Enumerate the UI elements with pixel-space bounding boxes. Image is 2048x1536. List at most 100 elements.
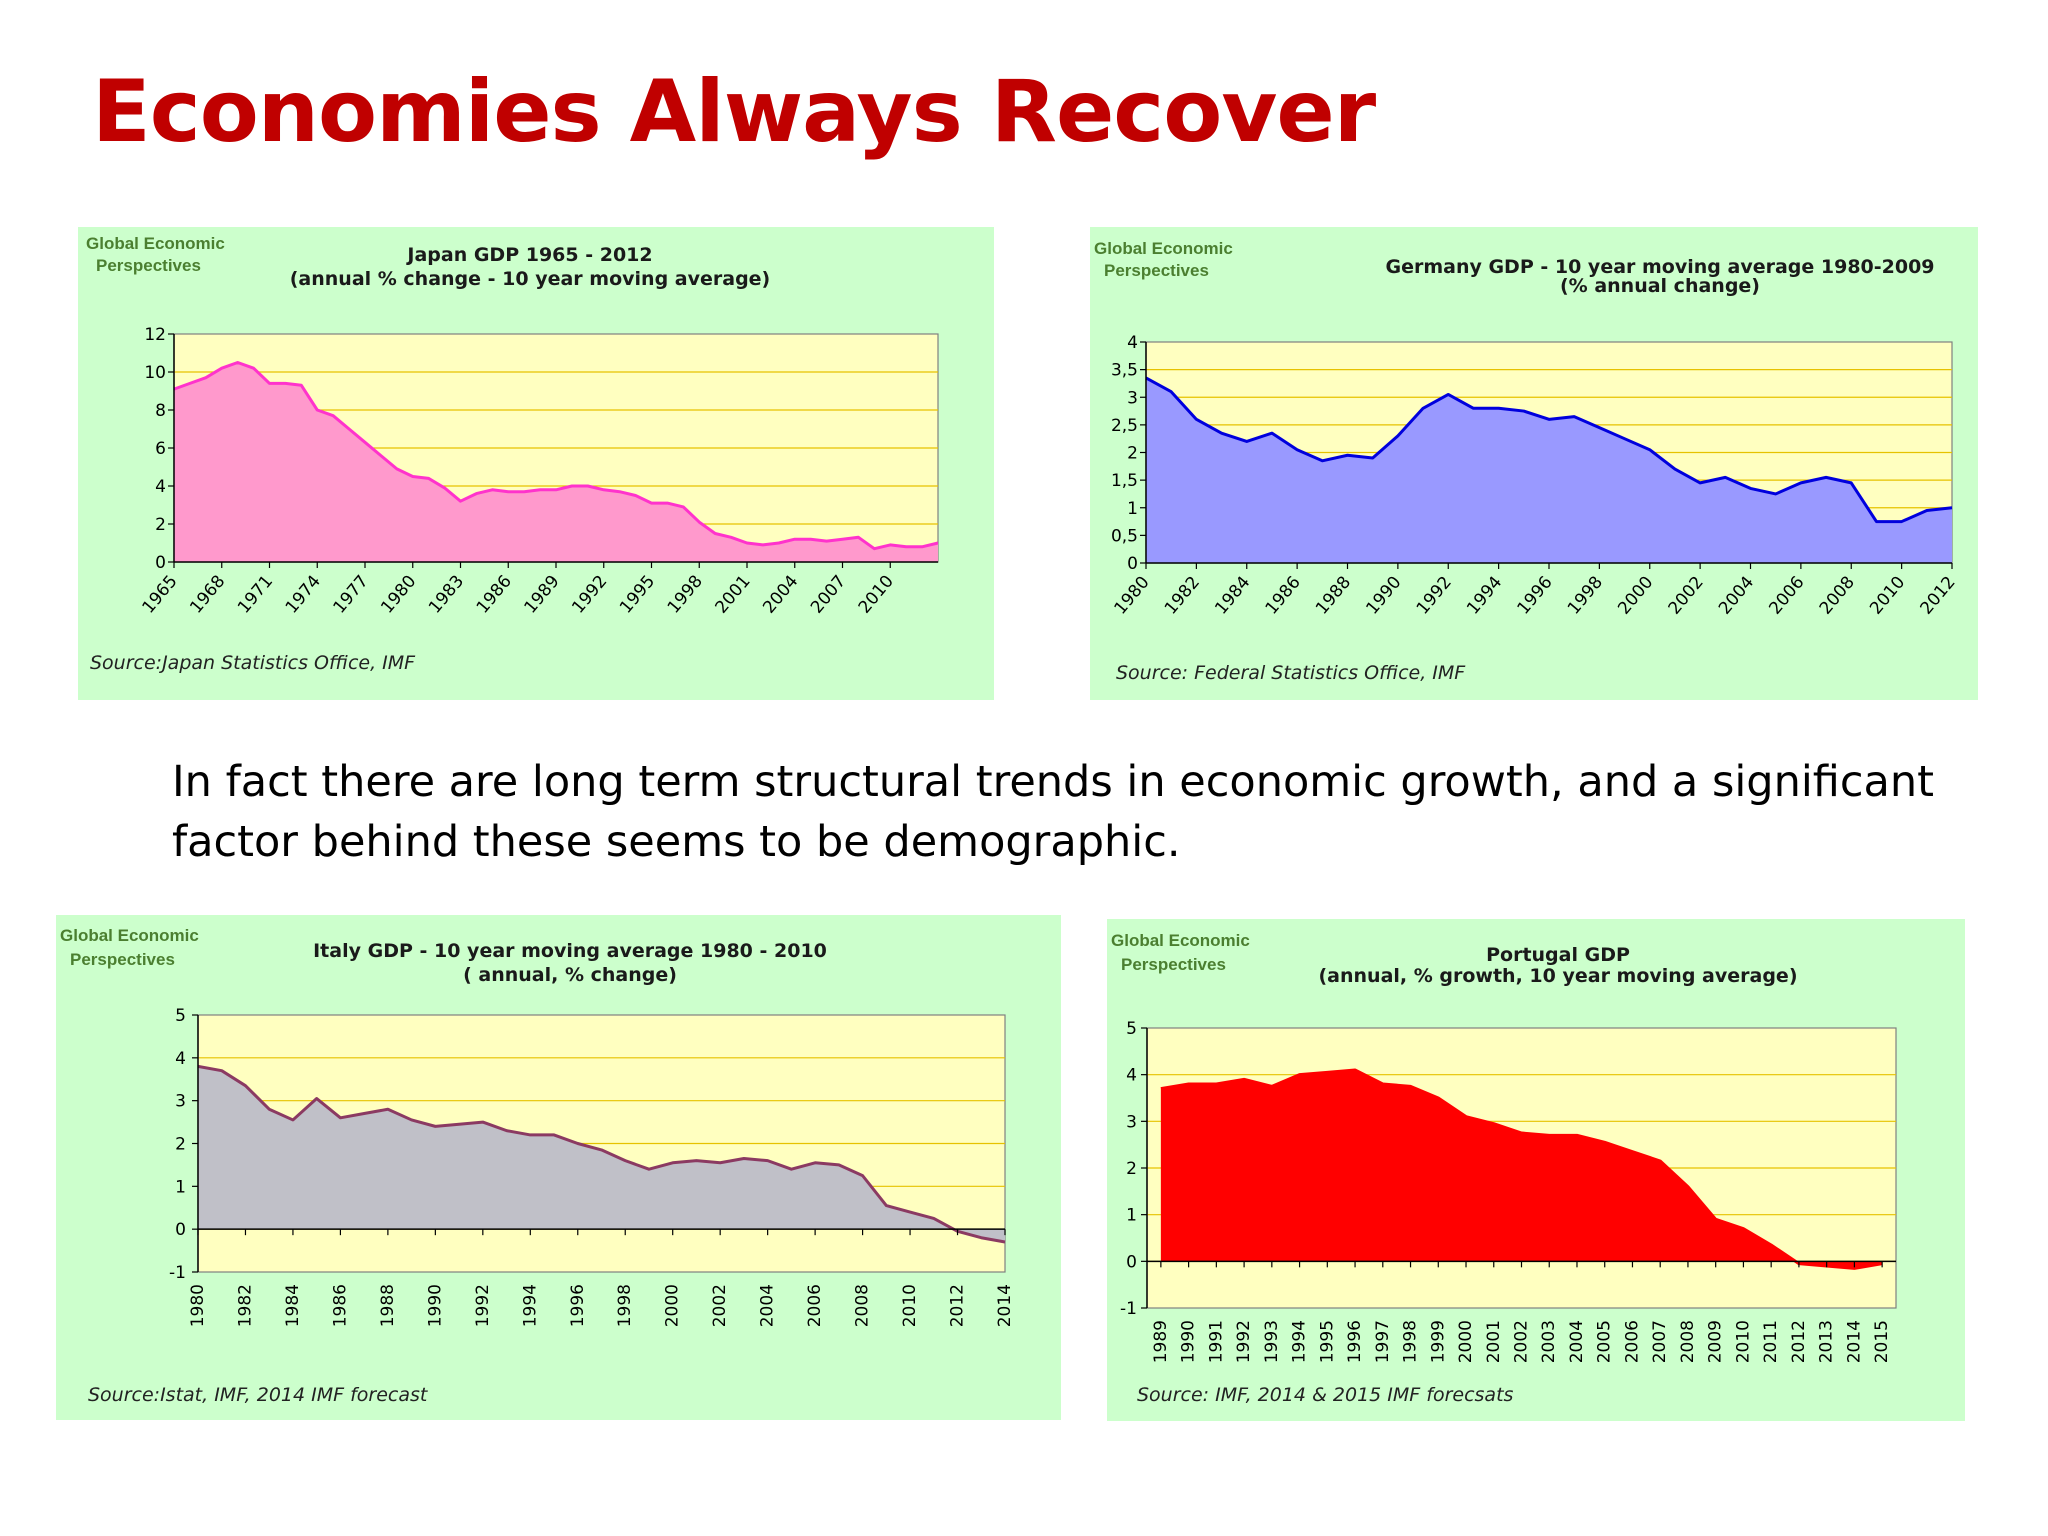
x-tick-label: 2011 bbox=[1761, 1320, 1781, 1363]
series-area bbox=[1146, 377, 1952, 563]
chart-source: Source: IMF, 2014 & 2015 IMF forecsats bbox=[1137, 1384, 1514, 1406]
x-tick-label: 2005 bbox=[1595, 1320, 1615, 1363]
portugal-gdp-chart-panel: Global Economic Perspectives Portugal GDP(… bbox=[1107, 919, 1965, 1421]
series-area bbox=[174, 362, 938, 562]
y-tick-label: 2,5 bbox=[1111, 416, 1138, 436]
brand-label: Perspectives bbox=[96, 256, 201, 275]
x-tick-label: 1974 bbox=[282, 572, 325, 618]
y-tick-label: 1,5 bbox=[1111, 471, 1138, 491]
x-tick-label: 1996 bbox=[1514, 573, 1557, 619]
y-tick-label: 12 bbox=[144, 325, 166, 345]
x-tick-label: 1998 bbox=[615, 1284, 635, 1327]
y-tick-label: 0 bbox=[1126, 1252, 1137, 1272]
series-line bbox=[173, 361, 939, 551]
x-tick-label: 2004 bbox=[1567, 1320, 1587, 1363]
y-tick-label: 1 bbox=[1126, 1206, 1137, 1226]
x-tick-label: 1990 bbox=[425, 1284, 445, 1327]
x-tick-label: 1997 bbox=[1373, 1320, 1393, 1363]
x-tick-label: 2012 bbox=[1917, 573, 1960, 619]
x-tick-label: 2000 bbox=[1614, 573, 1657, 619]
x-tick-label: 1988 bbox=[378, 1284, 398, 1327]
chart-title: (% annual change) bbox=[1560, 275, 1760, 297]
x-tick-label: 2010 bbox=[1866, 573, 1909, 619]
x-tick-label: 2009 bbox=[1706, 1320, 1726, 1363]
chart-title: ( annual, % change) bbox=[463, 964, 677, 986]
x-tick-label: 2000 bbox=[663, 1284, 683, 1327]
brand-label: Global Economic bbox=[1111, 931, 1250, 950]
chart-svg: Global Economic Perspectives Italy GDP - 1… bbox=[60, 926, 1015, 1406]
brand-label: Global Economic bbox=[1094, 239, 1233, 258]
x-tick-label: 2008 bbox=[1678, 1320, 1698, 1363]
x-tick-label: 2004 bbox=[758, 1284, 778, 1327]
chart-title: Portugal GDP bbox=[1486, 944, 1630, 966]
y-tick-label: 3 bbox=[1126, 1112, 1137, 1132]
brand-label: Perspectives bbox=[70, 950, 175, 969]
y-tick-label: 0,5 bbox=[1111, 526, 1138, 546]
x-tick-label: 1984 bbox=[1211, 573, 1254, 619]
y-tick-label: 0 bbox=[155, 553, 166, 573]
slide-title: Economies Always Recover bbox=[92, 62, 1376, 162]
x-tick-label: 1995 bbox=[1317, 1320, 1337, 1363]
y-tick-label: 0 bbox=[175, 1220, 186, 1240]
body-text: In fact there are long term structural t… bbox=[172, 757, 1934, 867]
x-tick-label: 1982 bbox=[235, 1284, 255, 1327]
y-tick-label: 2 bbox=[175, 1135, 186, 1155]
x-tick-label: 1998 bbox=[1401, 1320, 1421, 1363]
x-tick-label: 1990 bbox=[1362, 573, 1405, 619]
x-tick-label: 2010 bbox=[900, 1284, 920, 1327]
x-tick-label: 2012 bbox=[1789, 1320, 1809, 1363]
y-tick-label: 0 bbox=[1127, 554, 1138, 574]
x-tick-label: 2002 bbox=[710, 1284, 730, 1327]
x-tick-label: 2010 bbox=[855, 572, 898, 618]
chart-svg: Global Economic Perspectives Germany GDP -… bbox=[1094, 239, 1960, 684]
y-tick-label: -1 bbox=[169, 1263, 186, 1283]
y-tick-label: 4 bbox=[1126, 1066, 1137, 1086]
x-tick-label: 1986 bbox=[473, 572, 516, 618]
x-tick-label: 1994 bbox=[520, 1284, 540, 1327]
y-tick-label: 3,5 bbox=[1111, 361, 1138, 381]
x-tick-label: 1988 bbox=[1312, 573, 1355, 619]
x-tick-label: 1982 bbox=[1161, 573, 1204, 619]
x-tick-label: 2014 bbox=[995, 1284, 1015, 1327]
series-area bbox=[1160, 1070, 1883, 1269]
chart-source: Source:Japan Statistics Office, IMF bbox=[90, 652, 416, 674]
x-tick-label: 2012 bbox=[948, 1284, 968, 1327]
chart-title: Germany GDP - 10 year moving average 198… bbox=[1385, 256, 1934, 278]
x-tick-label: 2008 bbox=[1816, 573, 1859, 619]
x-tick-label: 1998 bbox=[1564, 573, 1607, 619]
x-tick-label: 1989 bbox=[1151, 1320, 1171, 1363]
x-tick-label: 1980 bbox=[188, 1284, 208, 1327]
y-tick-label: 2 bbox=[155, 515, 166, 535]
x-tick-label: 1992 bbox=[1413, 573, 1456, 619]
x-tick-label: 1992 bbox=[1234, 1320, 1254, 1363]
x-tick-label: 1994 bbox=[1290, 1320, 1310, 1363]
x-tick-label: 2008 bbox=[853, 1284, 873, 1327]
x-tick-label: 1984 bbox=[283, 1284, 303, 1327]
x-tick-label: 1996 bbox=[1345, 1320, 1365, 1363]
y-tick-label: 4 bbox=[175, 1049, 186, 1069]
x-tick-label: 1995 bbox=[616, 572, 659, 618]
x-tick-label: 1983 bbox=[425, 572, 468, 618]
x-tick-label: 1992 bbox=[473, 1284, 493, 1327]
germany-gdp-chart-panel: Global Economic Perspectives Germany GDP -… bbox=[1090, 227, 1978, 700]
x-tick-label: 2014 bbox=[1844, 1320, 1864, 1363]
x-tick-label: 2002 bbox=[1665, 573, 1708, 619]
x-tick-label: 1971 bbox=[234, 572, 277, 618]
y-tick-label: 6 bbox=[155, 439, 166, 459]
brand-label: Perspectives bbox=[1121, 955, 1226, 974]
chart-title: Italy GDP - 10 year moving average 1980 … bbox=[313, 940, 827, 962]
y-tick-label: 1 bbox=[175, 1177, 186, 1197]
series-line bbox=[1160, 1068, 1883, 1270]
x-tick-label: 1999 bbox=[1428, 1320, 1448, 1363]
x-tick-label: 1991 bbox=[1206, 1320, 1226, 1363]
x-tick-label: 1980 bbox=[377, 572, 420, 618]
y-tick-label: 10 bbox=[144, 363, 166, 383]
y-tick-label: -1 bbox=[1120, 1299, 1137, 1319]
brand-label: Global Economic bbox=[86, 234, 225, 253]
series-line bbox=[197, 1064, 1006, 1244]
x-tick-label: 1998 bbox=[664, 572, 707, 618]
x-tick-label: 2015 bbox=[1872, 1320, 1892, 1363]
x-tick-label: 1965 bbox=[139, 572, 182, 618]
chart-title: Japan GDP 1965 - 2012 bbox=[405, 244, 652, 266]
x-tick-label: 1992 bbox=[568, 572, 611, 618]
